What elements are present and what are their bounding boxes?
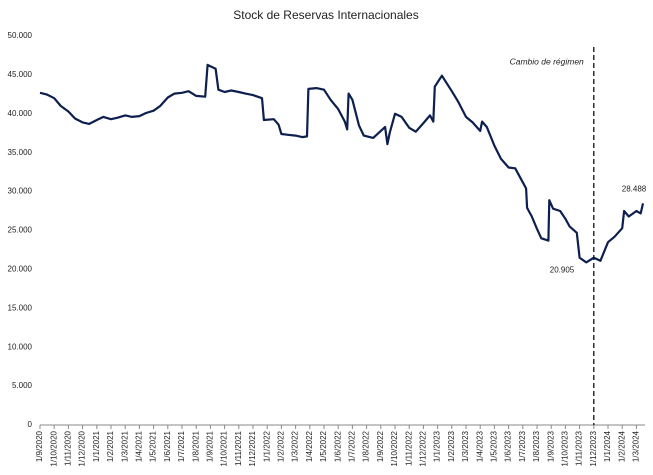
x-tick-label: 1/12/2022 xyxy=(419,430,428,466)
x-tick-label: 1/2/2023 xyxy=(447,430,456,462)
y-tick-label: 5.000 xyxy=(12,381,33,390)
x-tick-label: 1/6/2021 xyxy=(163,430,172,462)
x-tick-label: 1/9/2022 xyxy=(376,430,385,462)
x-tick-label: 1/8/2022 xyxy=(362,430,371,462)
x-tick-label: 1/2/2024 xyxy=(617,430,626,462)
x-tick-label: 1/3/2022 xyxy=(291,430,300,462)
x-tick-label: 1/11/2023 xyxy=(575,430,584,466)
x-tick-label: 1/10/2023 xyxy=(561,430,570,466)
chart-title: Stock de Reservas Internacionales xyxy=(233,8,418,22)
x-tick-label: 1/10/2021 xyxy=(220,430,229,466)
x-tick-label: 1/1/2023 xyxy=(433,430,442,462)
x-tick-label: 1/8/2023 xyxy=(532,430,541,462)
x-tick-label: 1/7/2021 xyxy=(177,430,186,462)
point-label: 28.488 xyxy=(622,184,647,193)
x-tick-label: 1/1/2022 xyxy=(262,430,271,462)
x-tick-label: 1/1/2021 xyxy=(92,430,101,462)
x-tick-label: 1/12/2023 xyxy=(589,430,598,466)
x-tick-label: 1/11/2022 xyxy=(404,430,413,466)
y-tick-label: 0 xyxy=(28,420,33,429)
x-tick-label: 1/1/2024 xyxy=(603,430,612,462)
x-tick-label: 1/9/2023 xyxy=(546,430,555,462)
y-tick-label: 35.000 xyxy=(8,148,33,157)
x-tick-label: 1/5/2021 xyxy=(149,430,158,462)
x-tick-label: 1/3/2023 xyxy=(461,430,470,462)
x-tick-label: 1/5/2022 xyxy=(319,430,328,462)
x-tick-label: 1/6/2022 xyxy=(333,430,342,462)
x-tick-label: 1/8/2021 xyxy=(191,430,200,462)
x-tick-label: 1/12/2021 xyxy=(248,430,257,466)
x-tick-label: 1/4/2023 xyxy=(475,430,484,462)
x-tick-label: 1/4/2022 xyxy=(305,430,314,462)
series-line xyxy=(39,63,645,264)
x-tick-label: 1/12/2020 xyxy=(78,430,87,466)
x-tick-label: 1/11/2021 xyxy=(234,430,243,466)
x-tick-label: 1/11/2020 xyxy=(64,430,73,466)
x-tick-label: 1/9/2021 xyxy=(206,430,215,462)
x-tick-label: 1/9/2020 xyxy=(35,430,44,462)
x-tick-label: 1/5/2023 xyxy=(490,430,499,462)
y-tick-label: 45.000 xyxy=(8,70,33,79)
x-tick-label: 1/3/2024 xyxy=(632,430,641,462)
y-tick-label: 40.000 xyxy=(8,109,33,118)
x-tick-label: 1/2/2021 xyxy=(106,430,115,462)
x-tick-label: 1/6/2023 xyxy=(504,430,513,462)
y-tick-label: 20.000 xyxy=(8,265,33,274)
y-tick-label: 10.000 xyxy=(8,342,33,351)
x-tick-label: 1/7/2022 xyxy=(348,430,357,462)
y-tick-label: 30.000 xyxy=(8,187,33,196)
x-tick-label: 1/3/2021 xyxy=(120,430,129,462)
x-tick-label: 1/10/2020 xyxy=(49,430,58,466)
x-tick-label: 1/4/2021 xyxy=(135,430,144,462)
point-label: 20.905 xyxy=(550,265,575,274)
x-tick-label: 1/10/2022 xyxy=(390,430,399,466)
x-tick-label: 1/2/2022 xyxy=(277,430,286,462)
y-tick-label: 15.000 xyxy=(8,303,33,312)
y-tick-label: 50.000 xyxy=(8,31,33,40)
y-tick-label: 25.000 xyxy=(8,226,33,235)
x-tick-label: 1/7/2023 xyxy=(518,430,527,462)
regime-label: Cambio de régimen xyxy=(510,56,584,66)
